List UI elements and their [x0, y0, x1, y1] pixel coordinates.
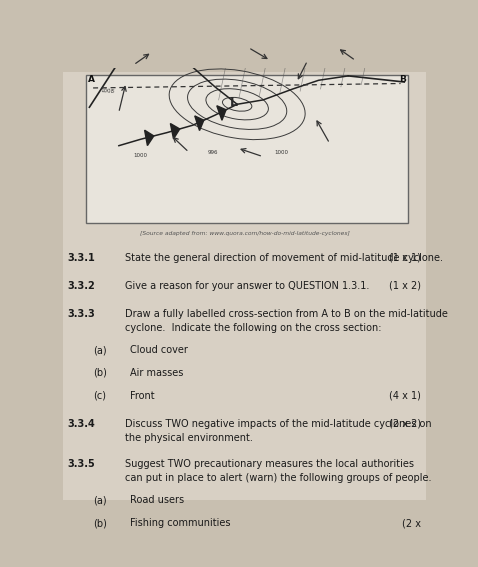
- Text: [Source adapted from: www.quora.com/how-do-mid-latitude-cyclones]: [Source adapted from: www.quora.com/how-…: [140, 231, 350, 236]
- FancyBboxPatch shape: [64, 73, 426, 500]
- Text: Cloud cover: Cloud cover: [130, 345, 188, 356]
- Polygon shape: [195, 116, 204, 130]
- Text: can put in place to alert (warn) the following groups of people.: can put in place to alert (warn) the fol…: [125, 473, 431, 483]
- Text: A: A: [87, 75, 95, 84]
- Text: (4 x 1): (4 x 1): [389, 391, 421, 401]
- Text: cyclone.  Indicate the following on the cross section:: cyclone. Indicate the following on the c…: [125, 323, 381, 333]
- Text: (a): (a): [93, 496, 107, 505]
- Text: (a): (a): [93, 345, 107, 356]
- Text: 1008: 1008: [100, 88, 114, 94]
- Text: Air masses: Air masses: [130, 368, 184, 378]
- Text: (2 x: (2 x: [402, 518, 421, 528]
- Text: (2 x 2): (2 x 2): [389, 418, 421, 429]
- Text: the physical environment.: the physical environment.: [125, 433, 252, 443]
- Text: 3.3.2: 3.3.2: [67, 281, 95, 291]
- Text: 1000: 1000: [133, 153, 147, 158]
- Text: Draw a fully labelled cross-section from A to B on the mid-latitude: Draw a fully labelled cross-section from…: [125, 308, 447, 319]
- Text: (b): (b): [93, 518, 107, 528]
- Polygon shape: [145, 130, 154, 146]
- Text: (1 x 2): (1 x 2): [389, 281, 421, 291]
- Text: 3.3.5: 3.3.5: [67, 459, 95, 469]
- Polygon shape: [170, 124, 180, 139]
- Text: (1 x 1): (1 x 1): [389, 253, 421, 263]
- Text: Suggest TWO precautionary measures the local authorities: Suggest TWO precautionary measures the l…: [125, 459, 413, 469]
- Text: 3.3.1: 3.3.1: [67, 253, 95, 263]
- Text: 1000: 1000: [274, 150, 288, 155]
- Text: Road users: Road users: [130, 496, 184, 505]
- Text: 996: 996: [207, 150, 218, 155]
- Text: B: B: [399, 75, 406, 84]
- Text: L: L: [229, 96, 238, 109]
- Text: Front: Front: [130, 391, 155, 401]
- Polygon shape: [217, 106, 226, 120]
- FancyBboxPatch shape: [86, 75, 408, 223]
- Text: Discuss TWO negative impacts of the mid-latitude cyclones on: Discuss TWO negative impacts of the mid-…: [125, 418, 431, 429]
- Text: (b): (b): [93, 368, 107, 378]
- Text: Fishing communities: Fishing communities: [130, 518, 231, 528]
- Text: 3.3.3: 3.3.3: [67, 308, 95, 319]
- Text: State the general direction of movement of mid-latitude cyclone.: State the general direction of movement …: [125, 253, 443, 263]
- Text: 3.3.4: 3.3.4: [67, 418, 95, 429]
- Text: (c): (c): [93, 391, 106, 401]
- Text: Give a reason for your answer to QUESTION 1.3.1.: Give a reason for your answer to QUESTIO…: [125, 281, 369, 291]
